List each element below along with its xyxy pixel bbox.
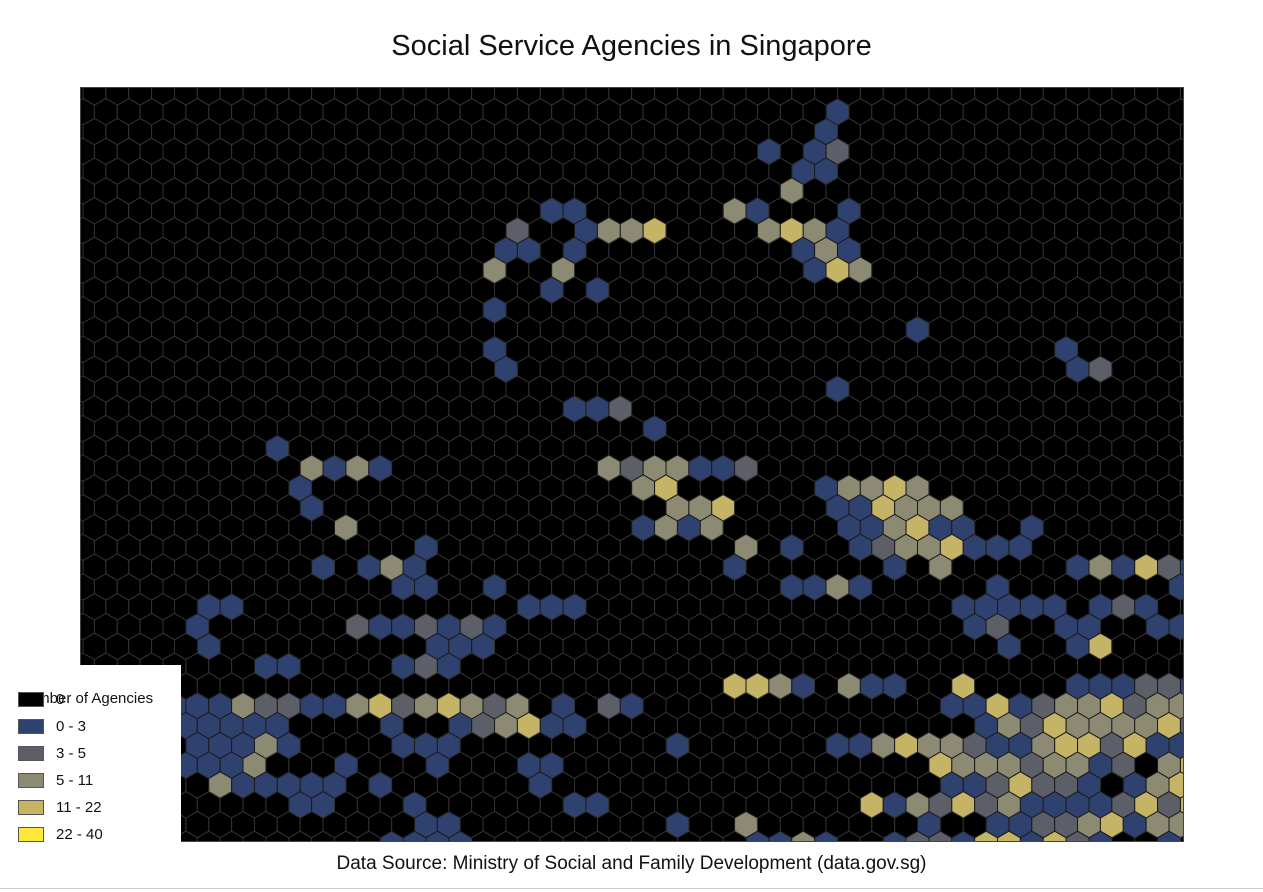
legend: Number of Agencies 0 0 - 3 3 - 5 5 - 11 …: [0, 665, 181, 890]
legend-label: 5 - 11: [56, 772, 94, 789]
hex-cell: [1179, 518, 1183, 537]
hex-cell: [1179, 598, 1183, 616]
hex-cell: [1179, 88, 1183, 101]
legend-swatch: [18, 827, 44, 842]
hex-cell-filled: [1179, 756, 1183, 774]
hex-cell: [1179, 360, 1183, 378]
legend-label: 0 - 3: [56, 718, 87, 735]
map-title: Social Service Agencies in Singapore: [391, 30, 872, 62]
hex-map: [80, 87, 1184, 842]
data-source-note: Data Source: Ministry of Social and Fami…: [336, 853, 927, 874]
hex-cell: [1179, 122, 1183, 141]
hex-cell: [1179, 320, 1183, 339]
legend-swatch: [18, 746, 44, 761]
legend-swatch: [18, 800, 44, 815]
hex-cell: [1179, 439, 1183, 458]
hex-cell: [1179, 162, 1183, 180]
hex-cell: [1179, 835, 1183, 841]
legend-swatch: [18, 719, 44, 734]
hex-cell: [1179, 281, 1183, 299]
hex-cell: [1179, 637, 1183, 656]
hex-cell: [1179, 241, 1183, 260]
legend-swatch: [18, 692, 44, 707]
legend-label: 22 - 40: [56, 826, 103, 843]
hex-cell: [1179, 202, 1183, 220]
legend-title: Number of Agencies: [18, 690, 154, 707]
divider: [0, 888, 1263, 889]
hex-cell: [1179, 479, 1183, 497]
legend-label: 0: [56, 691, 65, 708]
legend-label: 3 - 5: [56, 745, 87, 762]
hex-cell-filled: [1179, 558, 1183, 576]
legend-label: 11 - 22: [56, 799, 102, 816]
legend-swatch: [18, 773, 44, 788]
hex-grid: [81, 88, 1183, 841]
hex-cell: [1179, 400, 1183, 418]
hex-cell-filled: [1179, 796, 1183, 814]
hex-cell-filled: [1179, 677, 1183, 695]
hex-cell-filled: [1179, 716, 1183, 735]
